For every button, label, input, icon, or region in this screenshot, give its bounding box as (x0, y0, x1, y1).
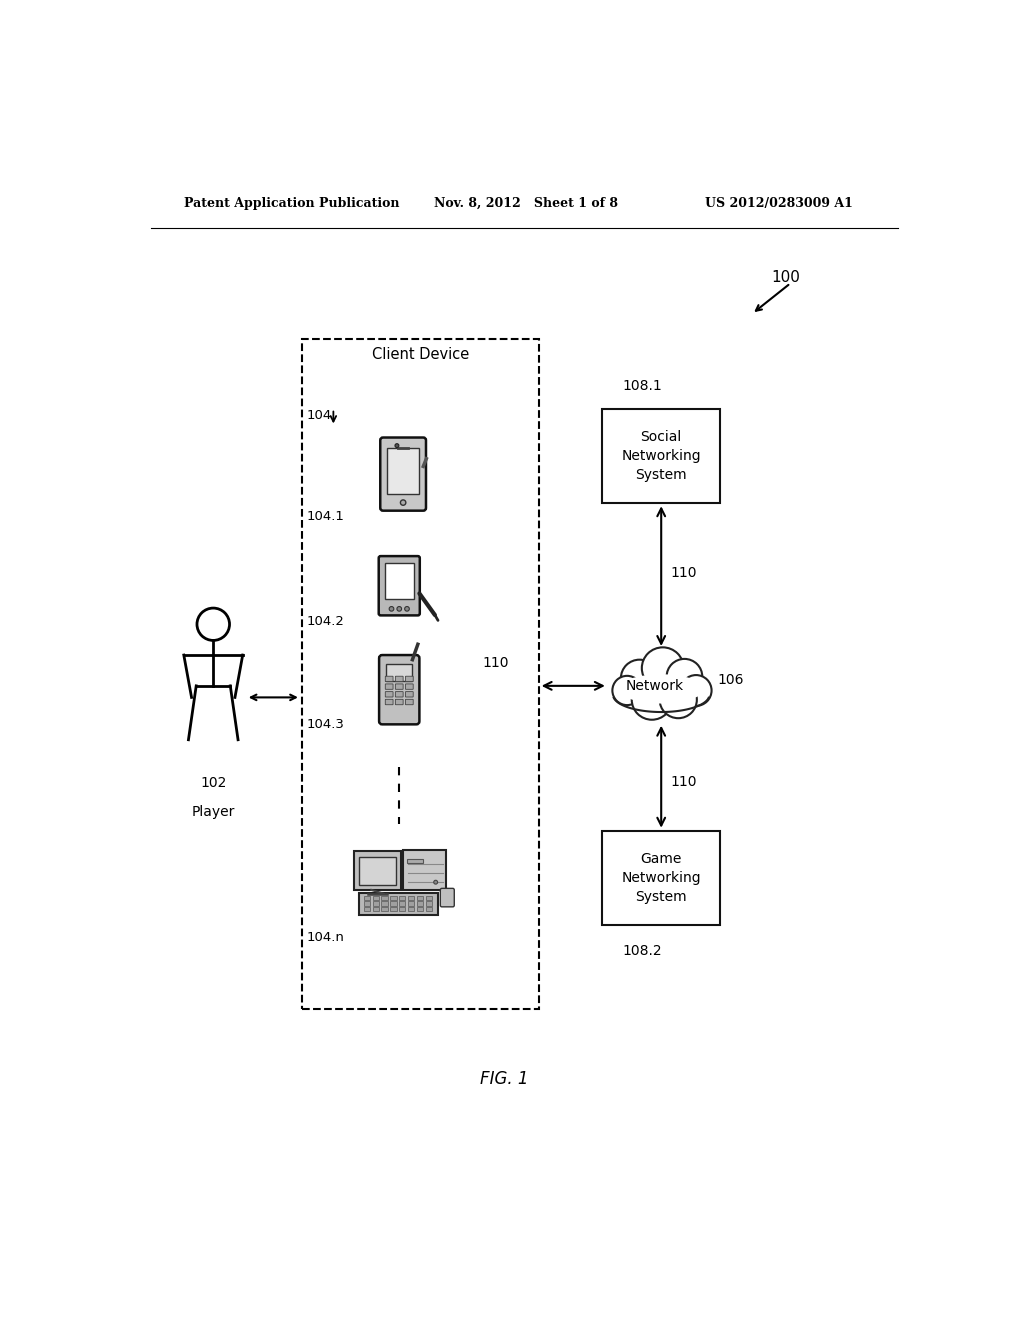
FancyBboxPatch shape (406, 700, 414, 705)
FancyBboxPatch shape (385, 564, 414, 599)
Text: 104.1: 104.1 (306, 510, 344, 523)
FancyBboxPatch shape (395, 700, 403, 705)
FancyBboxPatch shape (379, 556, 420, 615)
FancyBboxPatch shape (426, 907, 432, 912)
Text: FIG. 1: FIG. 1 (479, 1069, 528, 1088)
FancyBboxPatch shape (440, 888, 455, 907)
FancyBboxPatch shape (426, 902, 432, 906)
FancyBboxPatch shape (390, 896, 396, 900)
FancyBboxPatch shape (359, 894, 438, 915)
FancyBboxPatch shape (364, 907, 370, 912)
Text: 106: 106 (717, 673, 743, 686)
Text: Client Device: Client Device (372, 347, 469, 362)
Text: 108.1: 108.1 (623, 379, 663, 393)
FancyBboxPatch shape (380, 437, 426, 511)
FancyBboxPatch shape (387, 447, 420, 494)
FancyBboxPatch shape (409, 902, 415, 906)
Circle shape (434, 880, 437, 884)
FancyBboxPatch shape (385, 700, 393, 705)
Circle shape (642, 647, 684, 689)
Text: 104.3: 104.3 (306, 718, 344, 731)
FancyBboxPatch shape (406, 684, 414, 689)
FancyBboxPatch shape (403, 850, 445, 890)
FancyBboxPatch shape (395, 684, 403, 689)
FancyBboxPatch shape (417, 896, 423, 900)
FancyBboxPatch shape (354, 851, 400, 890)
Text: 110: 110 (483, 656, 509, 671)
Text: Network: Network (626, 678, 684, 693)
FancyBboxPatch shape (399, 902, 406, 906)
Text: Player: Player (191, 805, 234, 820)
FancyBboxPatch shape (386, 664, 413, 681)
FancyBboxPatch shape (399, 896, 406, 900)
FancyBboxPatch shape (407, 859, 423, 863)
Ellipse shape (610, 669, 713, 711)
Circle shape (667, 659, 702, 694)
Circle shape (400, 500, 406, 506)
FancyBboxPatch shape (373, 907, 379, 912)
FancyBboxPatch shape (379, 655, 420, 725)
Circle shape (621, 660, 658, 697)
FancyBboxPatch shape (385, 684, 393, 689)
FancyBboxPatch shape (395, 692, 403, 697)
FancyBboxPatch shape (373, 902, 379, 906)
Ellipse shape (618, 675, 703, 704)
FancyBboxPatch shape (364, 896, 370, 900)
FancyBboxPatch shape (602, 830, 720, 924)
Text: 104.2: 104.2 (306, 615, 344, 628)
Circle shape (612, 676, 642, 705)
Text: Patent Application Publication: Patent Application Publication (183, 197, 399, 210)
Circle shape (632, 680, 672, 719)
Text: 104.n: 104.n (306, 931, 344, 944)
Text: US 2012/0283009 A1: US 2012/0283009 A1 (706, 197, 853, 210)
Circle shape (389, 607, 394, 611)
Text: 110: 110 (671, 775, 697, 789)
Circle shape (659, 681, 697, 718)
FancyBboxPatch shape (381, 907, 388, 912)
FancyBboxPatch shape (406, 692, 414, 697)
Circle shape (395, 444, 399, 447)
Text: 108.2: 108.2 (623, 944, 663, 958)
FancyBboxPatch shape (385, 692, 393, 697)
FancyBboxPatch shape (409, 907, 415, 912)
FancyBboxPatch shape (395, 676, 403, 681)
FancyBboxPatch shape (364, 902, 370, 906)
Text: 102: 102 (200, 776, 226, 789)
FancyBboxPatch shape (381, 896, 388, 900)
FancyBboxPatch shape (409, 896, 415, 900)
Circle shape (681, 675, 712, 706)
FancyBboxPatch shape (390, 907, 396, 912)
Text: Game
Networking
System: Game Networking System (622, 851, 701, 903)
FancyBboxPatch shape (602, 409, 720, 503)
FancyBboxPatch shape (417, 907, 423, 912)
Text: 110: 110 (671, 566, 697, 579)
FancyBboxPatch shape (406, 676, 414, 681)
FancyBboxPatch shape (385, 676, 393, 681)
FancyBboxPatch shape (417, 902, 423, 906)
FancyBboxPatch shape (373, 896, 379, 900)
FancyBboxPatch shape (359, 857, 396, 884)
Text: 104: 104 (306, 409, 332, 422)
Text: 100: 100 (771, 271, 800, 285)
FancyBboxPatch shape (390, 902, 396, 906)
Circle shape (397, 607, 401, 611)
Text: Social
Networking
System: Social Networking System (622, 430, 701, 482)
Circle shape (404, 607, 410, 611)
Text: Nov. 8, 2012   Sheet 1 of 8: Nov. 8, 2012 Sheet 1 of 8 (434, 197, 618, 210)
FancyBboxPatch shape (381, 902, 388, 906)
FancyBboxPatch shape (399, 907, 406, 912)
FancyBboxPatch shape (426, 896, 432, 900)
